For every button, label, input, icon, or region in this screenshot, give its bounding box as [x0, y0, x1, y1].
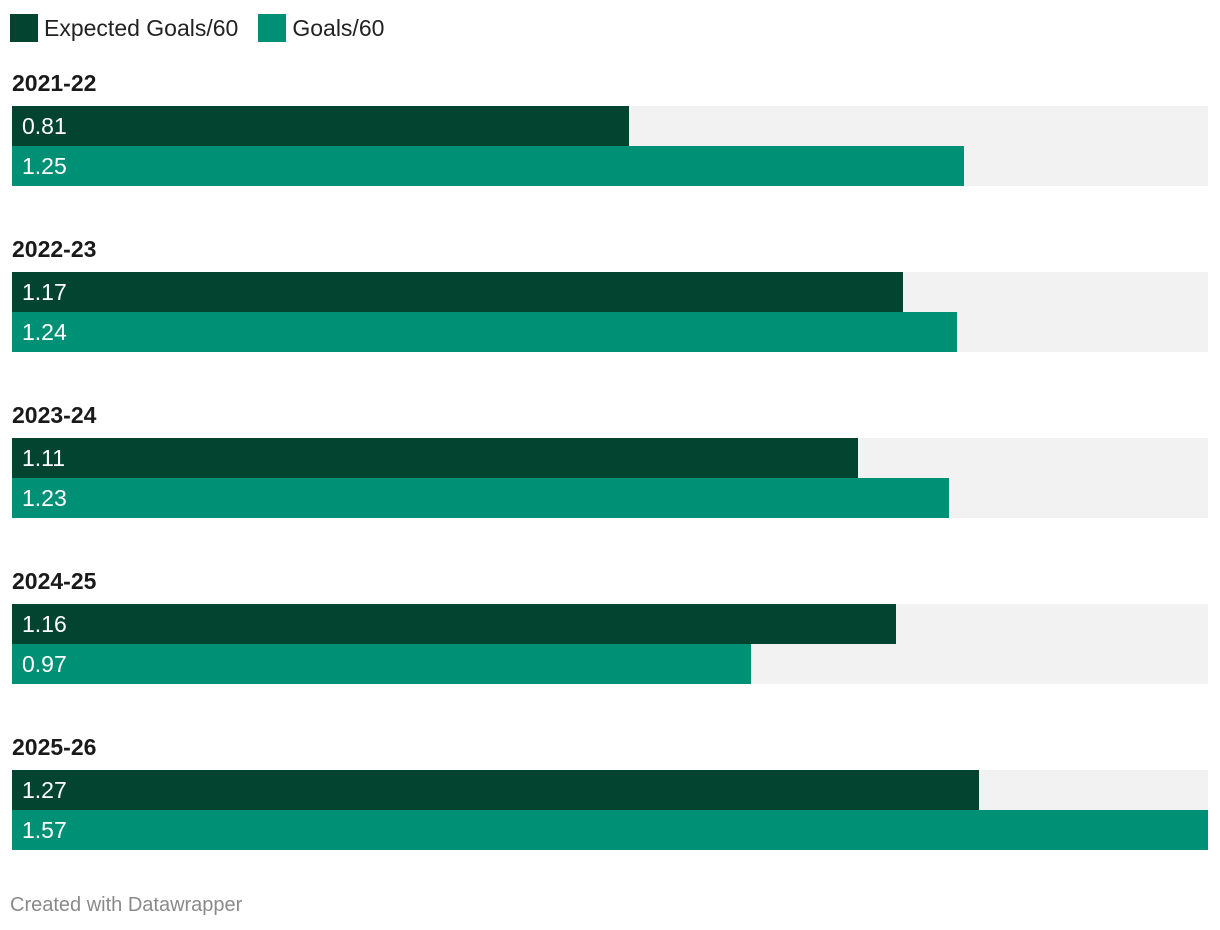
legend-item-goals: Goals/60 — [258, 14, 384, 42]
legend-swatch-goals — [258, 14, 287, 42]
bar-track: 1.25 — [12, 146, 1208, 186]
bar-group-2023-24: 2023-24 1.11 1.23 — [12, 402, 1208, 518]
category-label: 2021-22 — [12, 70, 97, 96]
bar-group-2024-25: 2024-25 1.16 0.97 — [12, 568, 1208, 684]
bar-group-2022-23: 2022-23 1.17 1.24 — [12, 236, 1208, 352]
bar-track: 1.57 — [12, 810, 1208, 850]
bar-value-label: 1.24 — [22, 319, 67, 345]
bar-value-label: 1.25 — [22, 153, 67, 179]
bar-expected-goals — [12, 272, 903, 312]
bar-goals — [12, 312, 957, 352]
category-label: 2024-25 — [12, 568, 97, 594]
bar-track: 1.17 — [12, 272, 1208, 312]
bar-expected-goals — [12, 438, 858, 478]
bar-expected-goals — [12, 604, 896, 644]
bar-track: 0.97 — [12, 644, 1208, 684]
bar-expected-goals — [12, 770, 979, 810]
bar-track: 1.16 — [12, 604, 1208, 644]
bar-value-label: 1.11 — [22, 445, 66, 471]
legend-item-expected-goals: Expected Goals/60 — [10, 14, 238, 42]
bar-goals — [12, 146, 964, 186]
bar-track: 0.81 — [12, 106, 1208, 146]
bar-group-2021-22: 2021-22 0.81 1.25 — [12, 70, 1208, 186]
bar-track: 1.27 — [12, 770, 1208, 810]
category-label: 2022-23 — [12, 236, 97, 262]
category-label: 2023-24 — [12, 402, 97, 428]
bar-value-label: 0.81 — [22, 113, 67, 139]
bar-value-label: 1.16 — [22, 611, 67, 637]
legend-swatch-expected-goals — [10, 14, 38, 42]
bar-value-label: 1.23 — [22, 485, 67, 511]
legend-label-expected-goals: Expected Goals/60 — [44, 14, 239, 41]
category-label: 2025-26 — [12, 734, 97, 760]
bar-track: 1.23 — [12, 478, 1208, 518]
bar-value-label: 1.17 — [22, 279, 67, 305]
legend: Expected Goals/60 Goals/60 — [10, 14, 384, 42]
bar-expected-goals — [12, 106, 629, 146]
bar-goals — [12, 810, 1208, 850]
bar-value-label: 1.57 — [22, 817, 67, 843]
footer-credit: Created with Datawrapper — [10, 894, 243, 916]
bar-value-label: 1.27 — [22, 777, 67, 803]
bar-goals — [12, 478, 949, 518]
legend-label-goals: Goals/60 — [292, 14, 385, 41]
bar-value-label: 0.97 — [22, 651, 67, 677]
bar-track: 1.11 — [12, 438, 1208, 478]
bar-group-2025-26: 2025-26 1.27 1.57 — [12, 734, 1208, 850]
bar-track: 1.24 — [12, 312, 1208, 352]
bar-goals — [12, 644, 751, 684]
